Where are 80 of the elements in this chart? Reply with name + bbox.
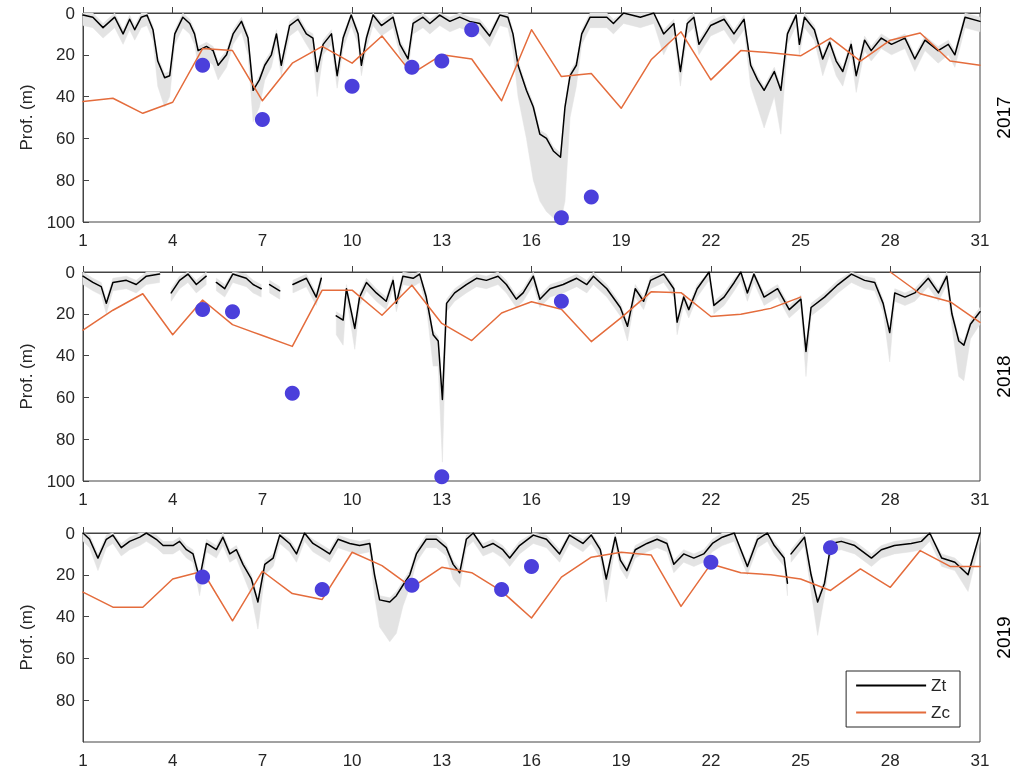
x-tick-label: 31: [970, 231, 990, 250]
point: [404, 577, 420, 593]
x-tick-label: 22: [701, 231, 721, 250]
x-tick-label: 28: [880, 751, 900, 770]
point: [553, 293, 569, 309]
text: 2017: [992, 96, 1014, 139]
line-series: [82, 28, 981, 115]
y-tick-label: 80: [56, 690, 75, 710]
y-tick-label: 100: [46, 212, 75, 232]
x-tick-label: 16: [522, 751, 541, 770]
y-tick-label: 0: [65, 3, 75, 23]
x-tick-label: 19: [611, 490, 631, 509]
x-tick-label: 7: [257, 751, 268, 770]
y-tick-label: 20: [56, 45, 75, 65]
y-tick-label: 0: [65, 523, 75, 543]
x-tick-label: 1: [78, 751, 88, 770]
x-tick-label: 4: [167, 751, 178, 770]
x-tick-label: 13: [432, 490, 452, 509]
point: [195, 302, 211, 318]
point: [195, 57, 211, 73]
line-series: [82, 549, 981, 622]
text: 2018: [992, 355, 1014, 398]
x-tick-label: 13: [432, 231, 452, 250]
x-tick-label: 10: [342, 231, 362, 250]
y-axis-title: Prof. (m): [17, 343, 36, 410]
x-tick-label: 4: [167, 490, 178, 509]
y-tick-label: 40: [56, 87, 75, 107]
x-tick-label: 7: [257, 490, 268, 509]
x-tick-label: 28: [880, 490, 900, 509]
x-tick-label: 10: [342, 490, 362, 509]
point: [823, 540, 838, 556]
point: [314, 581, 330, 597]
x-tick-label: 31: [970, 490, 990, 509]
x-tick-label: 25: [791, 490, 811, 509]
x-tick-label: 19: [611, 231, 631, 250]
point: [703, 554, 719, 570]
y-tick-label: 60: [56, 648, 75, 668]
y-tick-label: 20: [56, 565, 75, 585]
y-tick-label: 60: [56, 387, 75, 407]
point: [494, 581, 510, 597]
legend-label: Zc: [931, 703, 951, 722]
point: [195, 569, 211, 585]
x-tick-label: 10: [342, 751, 362, 770]
point: [524, 558, 539, 574]
y-tick-label: 80: [56, 170, 75, 190]
y-axis-title: Prof. (m): [17, 604, 36, 671]
x-tick-label: 22: [701, 490, 721, 509]
y-axis-title: Prof. (m): [17, 84, 36, 151]
point: [284, 385, 300, 401]
x-tick-label: 22: [701, 751, 721, 770]
x-tick-label: 4: [167, 231, 178, 250]
point: [434, 53, 450, 69]
x-tick-label: 19: [611, 751, 631, 770]
y-tick-label: 0: [65, 262, 75, 282]
y-tick-label: 40: [56, 346, 75, 366]
point: [464, 22, 480, 38]
point: [254, 112, 270, 128]
y-tick-label: 40: [56, 607, 75, 627]
x-tick-label: 25: [791, 751, 811, 770]
x-tick-label: 1: [78, 231, 88, 250]
legend-label: Zt: [931, 676, 947, 695]
x-tick-label: 7: [257, 231, 268, 250]
x-tick-label: 16: [522, 231, 541, 250]
y-tick-label: 20: [56, 304, 75, 324]
point: [583, 189, 599, 205]
point: [434, 469, 450, 485]
y-tick-label: 80: [56, 429, 75, 449]
x-tick-label: 13: [432, 751, 452, 770]
x-tick-label: 1: [78, 490, 88, 509]
y-tick-label: 60: [56, 128, 75, 148]
point: [404, 59, 420, 75]
point: [344, 78, 360, 94]
y-tick-label: 100: [46, 471, 75, 491]
x-tick-label: 31: [970, 751, 990, 770]
x-tick-label: 28: [880, 231, 900, 250]
x-tick-label: 25: [791, 231, 811, 250]
x-tick-label: 16: [522, 490, 541, 509]
text: 2019: [992, 616, 1014, 659]
point: [553, 210, 569, 226]
point: [225, 304, 240, 320]
